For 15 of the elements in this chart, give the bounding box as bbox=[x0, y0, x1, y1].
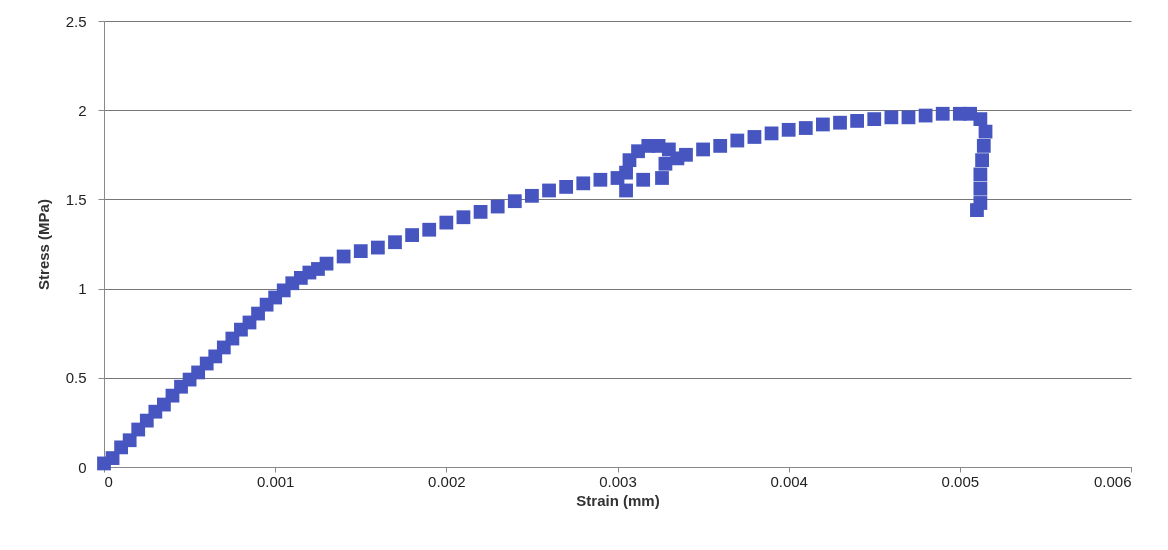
y-tick-label: 0.5 bbox=[65, 369, 87, 387]
y-axis-title: Stress (MPa) bbox=[34, 199, 52, 290]
x-tick-label: 0.001 bbox=[256, 472, 295, 490]
y-tick-label: 0 bbox=[78, 458, 87, 476]
x-tick-label: 0.006 bbox=[1093, 472, 1132, 490]
x-tick-label: 0.003 bbox=[599, 472, 637, 490]
y-tick-label: 1.5 bbox=[65, 190, 87, 208]
x-axis-title: Strain (mm) bbox=[576, 491, 660, 509]
y-tick-label: 2 bbox=[78, 101, 87, 119]
x-tick-label: 0.004 bbox=[770, 472, 808, 490]
y-tick-label: 1 bbox=[78, 280, 87, 298]
x-tick-label: 0.005 bbox=[941, 472, 980, 490]
x-tick-label: 0.002 bbox=[428, 472, 466, 490]
x-tick-label: 0 bbox=[104, 472, 113, 490]
y-tick-label: 2.5 bbox=[65, 12, 87, 30]
